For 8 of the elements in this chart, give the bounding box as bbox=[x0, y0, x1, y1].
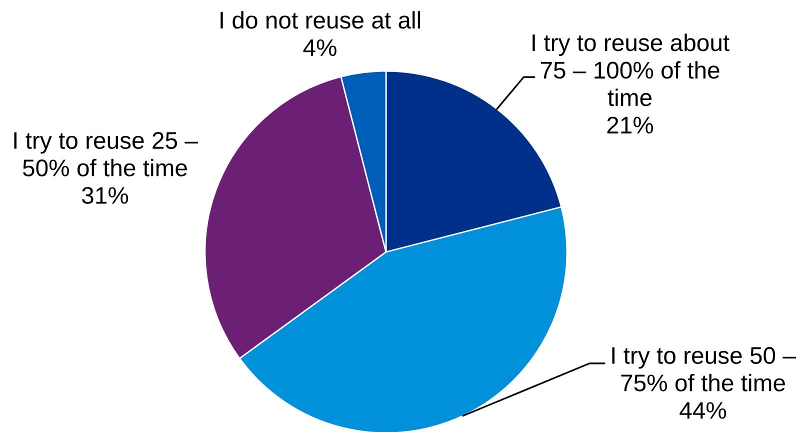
slice-label: I try to reuse 25 – 50% of the time bbox=[14, 132, 198, 176]
slice-label: I try to reuse 50 – 75% of the time bbox=[612, 347, 796, 392]
slice-label: I try to reuse about 75 – 100% of the time bbox=[532, 34, 730, 106]
data-label: 21% bbox=[607, 116, 654, 134]
data-label: 44% bbox=[680, 402, 726, 419]
data-label: 4% bbox=[303, 39, 336, 56]
slice-label: I do not reuse at all bbox=[220, 11, 420, 29]
data-label: 31% bbox=[82, 186, 128, 204]
